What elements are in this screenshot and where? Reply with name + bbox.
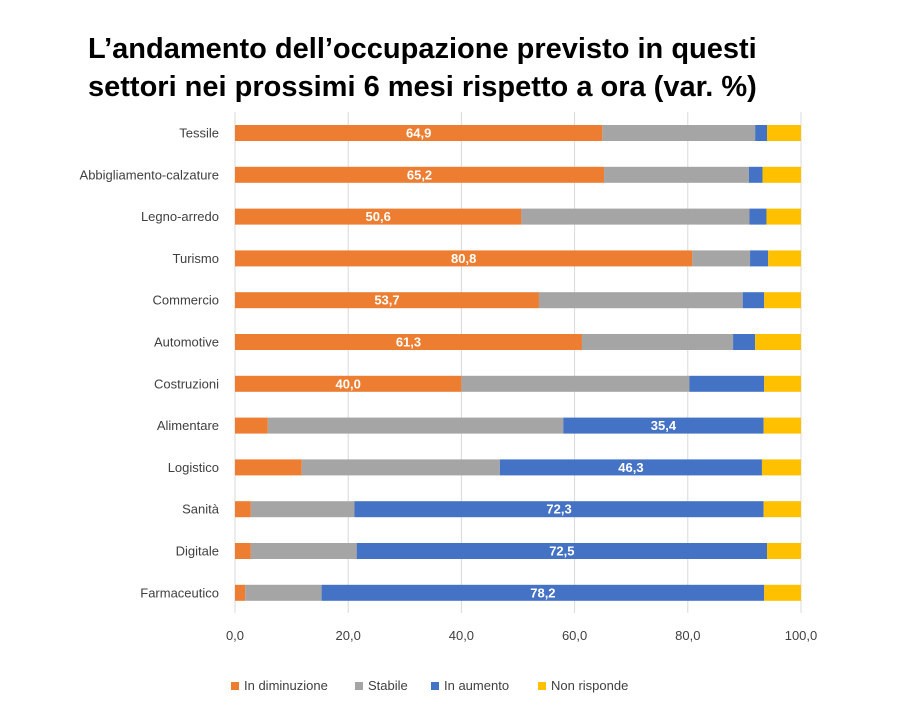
data-label-logistico: 46,3 (618, 460, 643, 475)
chart-title-line-1: L’andamento dell’occupazione previsto in… (88, 33, 757, 65)
data-label-commercio: 53,7 (374, 293, 399, 308)
legend-swatch-in-aumento (431, 682, 439, 690)
data-label-digitale: 72,5 (549, 544, 574, 559)
category-label-tessile: Tessile (179, 126, 219, 141)
x-tick-label-20: 20,0 (336, 628, 361, 643)
bar-costruzioni-in-aumento (689, 375, 765, 392)
category-label-costruzioni: Costruzioni (154, 376, 219, 391)
bar-sanita-in-diminuzione (235, 501, 251, 518)
x-tick-label-0: 0,0 (226, 628, 244, 643)
legend-label-in-aumento: In aumento (444, 678, 509, 693)
legend-swatch-non-risponde (538, 682, 546, 690)
bar-abbigliamento-calzature-in-diminuzione (235, 166, 605, 183)
bar-automotive-stabile (581, 334, 734, 350)
legend-swatch-in-diminuzione (231, 682, 239, 690)
bars (235, 125, 801, 601)
bar-legno-arredo-in-diminuzione (235, 208, 522, 225)
grid-lines (234, 112, 802, 613)
bar-tessile-stabile (602, 125, 756, 141)
bar-abbigliamento-calzature-non-risponde (762, 166, 801, 183)
x-tick-label-40: 40,0 (449, 628, 474, 643)
bar-logistico-non-risponde (761, 459, 801, 476)
legend-label-stabile: Stabile (368, 678, 408, 693)
bar-sanita-in-aumento (354, 501, 764, 518)
bar-costruzioni-non-risponde (764, 375, 801, 392)
bar-legno-arredo-stabile (521, 208, 750, 225)
chart-title-line-2: settori nei prossimi 6 mesi rispetto a o… (88, 71, 757, 103)
bar-farmaceutico-stabile (245, 584, 322, 601)
chart-title: L’andamento dell’occupazione previsto in… (88, 30, 868, 106)
data-label-costruzioni: 40,0 (336, 376, 361, 391)
bar-logistico-in-diminuzione (235, 459, 302, 476)
category-label-farmaceutico: Farmaceutico (140, 585, 219, 600)
data-label-legno-arredo: 50,6 (366, 209, 391, 224)
data-label-alimentare: 35,4 (651, 418, 677, 433)
bar-logistico-stabile (301, 459, 500, 476)
bar-automotive-non-risponde (755, 334, 801, 350)
category-label-alimentare: Alimentare (157, 418, 219, 433)
bar-legno-arredo-non-risponde (766, 208, 801, 225)
data-label-tessile: 64,9 (406, 126, 431, 141)
bar-farmaceutico-in-diminuzione (235, 584, 246, 601)
bar-farmaceutico-in-aumento (321, 584, 765, 601)
legend: In diminuzione Stabile In aumento Non rispo… (231, 678, 628, 693)
x-tick-label-100: 100,0 (785, 628, 818, 643)
bar-turismo-in-diminuzione (235, 250, 693, 267)
bar-commercio-in-diminuzione (235, 292, 539, 309)
bar-sanita-stabile (250, 501, 355, 518)
bar-commercio-non-risponde (764, 292, 801, 309)
data-label-sanita: 72,3 (546, 502, 571, 517)
category-label-sanita: Sanità (182, 502, 220, 517)
x-tick-labels: 0,0 20,0 40,0 60,0 80,0 100,0 (226, 628, 817, 643)
bar-costruzioni-stabile (461, 375, 690, 392)
bar-automotive-in-diminuzione (235, 334, 582, 350)
bar-tessile-non-risponde (767, 125, 801, 141)
legend-label-non-risponde: Non risponde (551, 678, 628, 693)
category-label-legno-arredo: Legno-arredo (141, 209, 219, 224)
category-label-abbigliamento-calzature: Abbigliamento-calzature (80, 167, 219, 182)
bar-turismo-stabile (692, 250, 751, 267)
bar-tessile-in-diminuzione (235, 125, 603, 141)
bar-digitale-stabile (250, 543, 357, 559)
bar-abbigliamento-calzature-in-aumento (748, 166, 763, 183)
bar-tessile-in-aumento (755, 125, 768, 141)
bar-digitale-in-aumento (356, 543, 768, 559)
category-label-automotive: Automotive (154, 335, 219, 350)
bar-digitale-non-risponde (767, 543, 801, 559)
bar-sanita-non-risponde (763, 501, 801, 518)
category-label-logistico: Logistico (168, 460, 219, 475)
category-labels: Tessile Abbigliamento-calzature Legno-arre… (80, 126, 220, 601)
category-label-commercio: Commercio (153, 293, 219, 308)
bar-turismo-in-aumento (750, 250, 769, 267)
bar-digitale-in-diminuzione (235, 543, 251, 559)
data-label-turismo: 80,8 (451, 251, 476, 266)
data-label-abbigliamento-calzature: 65,2 (407, 167, 432, 182)
category-label-digitale: Digitale (176, 544, 219, 559)
bar-automotive-in-aumento (733, 334, 756, 350)
x-tick-label-80: 80,0 (675, 628, 700, 643)
bar-alimentare-stabile (267, 417, 564, 434)
data-label-automotive: 61,3 (396, 335, 421, 350)
bar-logistico-in-aumento (499, 459, 762, 476)
legend-swatch-stabile (355, 682, 363, 690)
bar-farmaceutico-non-risponde (764, 584, 801, 601)
data-label-farmaceutico: 78,2 (530, 585, 555, 600)
bar-alimentare-in-diminuzione (235, 417, 268, 434)
bar-turismo-non-risponde (768, 250, 801, 267)
x-tick-label-60: 60,0 (562, 628, 587, 643)
bar-abbigliamento-calzature-stabile (604, 166, 749, 183)
bar-legno-arredo-in-aumento (749, 208, 767, 225)
legend-label-in-diminuzione: In diminuzione (244, 678, 328, 693)
bar-alimentare-non-risponde (763, 417, 801, 434)
bar-costruzioni-in-diminuzione (235, 375, 462, 392)
bar-alimentare-in-aumento (563, 417, 764, 434)
category-label-turismo: Turismo (173, 251, 219, 266)
bar-commercio-in-aumento (742, 292, 765, 309)
bar-commercio-stabile (538, 292, 743, 309)
data-labels: 64,9 65,2 50,6 80,8 53,7 61,3 40,0 35,4 46,3 72,3… (336, 126, 677, 601)
